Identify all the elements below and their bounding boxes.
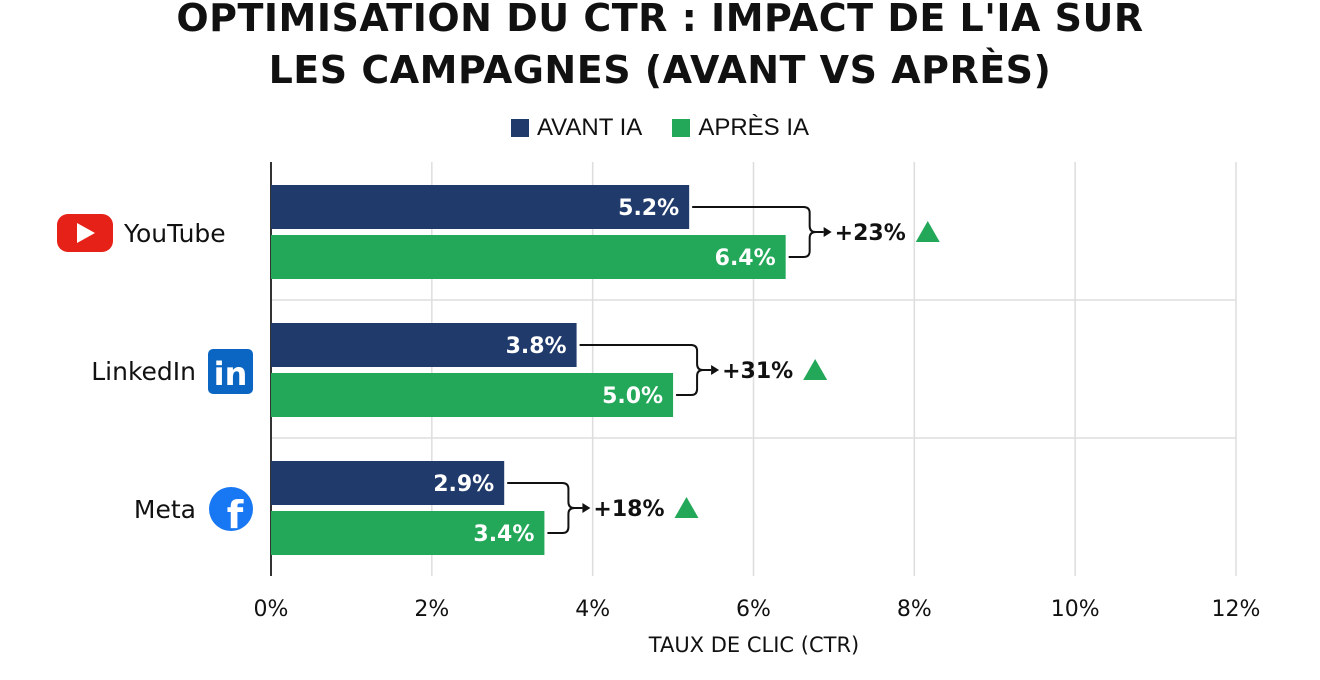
value-label-avant: 2.9%	[433, 472, 494, 497]
value-label-apres: 5.0%	[602, 384, 663, 409]
chart-title-line-1: OPTIMISATION DU CTR : IMPACT DE L'IA SUR	[176, 0, 1144, 40]
x-tick-label: 8%	[897, 597, 932, 622]
increase-triangle-icon	[915, 221, 940, 242]
value-label-apres: 3.4%	[473, 522, 534, 547]
chart-legend: AVANT IA APRÈS IA	[0, 114, 1320, 142]
arrow-head	[582, 503, 591, 513]
x-tick-label: 4%	[575, 597, 610, 622]
x-tick-label: 10%	[1051, 597, 1100, 622]
chart-title-line-2: LES CAMPAGNES (AVANT VS APRÈS)	[268, 48, 1052, 92]
value-label-avant: 3.8%	[506, 334, 567, 359]
bar-avant	[271, 323, 577, 367]
x-tick-label: 12%	[1212, 597, 1261, 622]
linkedin-icon	[208, 349, 253, 394]
legend-swatch-avant	[510, 119, 529, 137]
delta-label: +18%	[593, 497, 664, 522]
delta-label: +23%	[835, 221, 906, 246]
facebook-icon	[209, 487, 253, 531]
bar-apres	[271, 511, 545, 555]
delta-label: +31%	[722, 359, 793, 384]
bracket-connector	[507, 482, 583, 534]
increase-triangle-icon	[803, 359, 828, 380]
bar-avant	[271, 185, 690, 229]
legend-label-avant: AVANT IA	[536, 114, 643, 141]
facebook-glyph: f	[227, 493, 244, 537]
arrow-head	[711, 365, 720, 375]
value-label-apres: 6.4%	[715, 246, 776, 271]
legend-item-avant: AVANT IA	[510, 114, 643, 142]
x-tick-label: 6%	[736, 597, 771, 622]
bracket-connector	[692, 206, 824, 258]
x-axis-title: TAUX DE CLIC (CTR)	[648, 633, 859, 657]
x-tick-label: 0%	[254, 597, 289, 622]
arrow-head	[823, 227, 832, 237]
legend-swatch-apres	[672, 119, 691, 137]
linkedin-glyph: in	[214, 355, 248, 393]
bar-apres	[271, 235, 786, 279]
bar-apres	[271, 373, 674, 417]
category-label-youtube: YouTube	[123, 219, 226, 248]
x-tick-label: 2%	[414, 597, 449, 622]
bracket-connector	[579, 344, 712, 396]
increase-triangle-icon	[674, 497, 699, 518]
category-label-linkedin: LinkedIn	[91, 357, 196, 386]
value-label-avant: 5.2%	[618, 196, 679, 221]
bar-avant	[271, 461, 505, 505]
category-label-meta: Meta	[134, 495, 196, 524]
legend-label-apres: APRÈS IA	[698, 114, 810, 141]
youtube-play-icon	[77, 223, 95, 243]
legend-item-apres: APRÈS IA	[672, 114, 809, 142]
